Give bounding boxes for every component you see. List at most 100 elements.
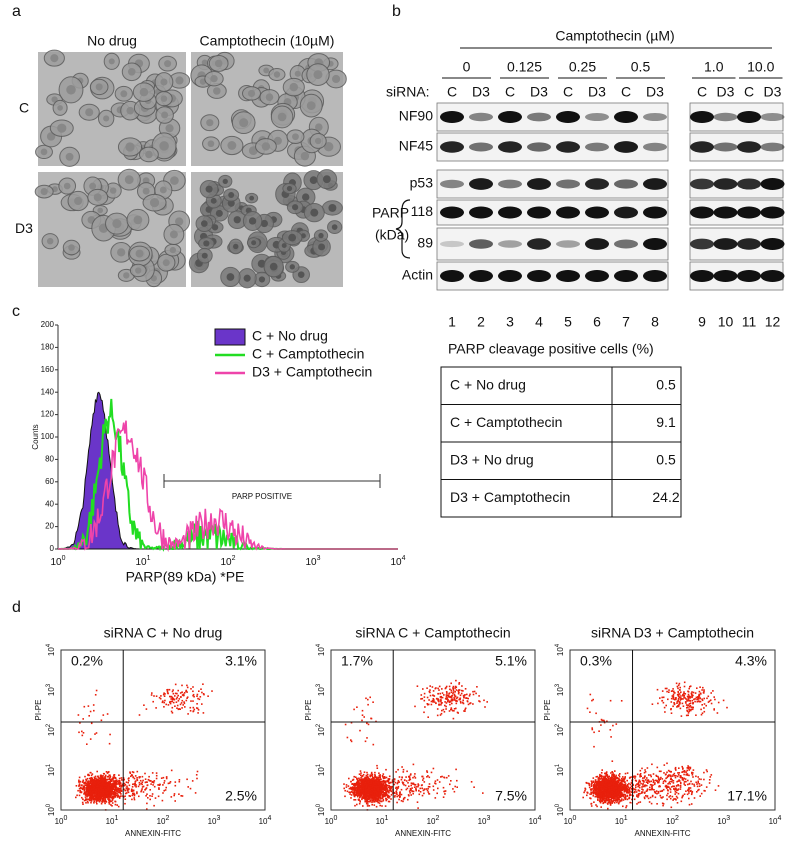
nucleus [328,203,337,212]
event-dot [83,705,86,708]
y-axis-title: Counts [31,424,40,449]
event-dot [131,798,133,801]
event-dot [89,785,91,787]
event-dot [116,796,119,798]
event-dot [350,780,352,783]
event-dot [397,779,400,782]
event-dot [613,802,616,804]
event-dot [104,802,106,805]
event-dot [363,771,366,773]
event-dot [604,778,606,781]
event-dot [374,775,376,778]
event-dot [106,785,108,788]
blot-band [527,238,551,250]
event-dot [374,773,376,776]
event-dot [449,695,452,698]
event-dot [169,702,172,705]
event-dot [403,797,405,800]
blot-band [556,240,580,248]
event-dot [78,787,81,790]
tick-base: 10 [317,647,326,656]
event-dot [139,776,141,778]
event-dot [180,795,182,797]
event-dot [415,786,418,788]
event-dot [108,801,110,804]
event-dot [369,774,371,776]
y-tick-label: 103 [316,683,327,696]
event-dot [362,796,365,799]
event-dot [92,787,94,790]
event-dot [117,805,120,808]
event-dot [149,795,151,797]
event-dot [445,698,448,700]
blot-band [440,206,464,219]
event-dot [382,799,385,802]
event-dot [173,794,175,797]
sirna-lane-label: D3 [764,84,782,100]
event-dot [99,792,101,794]
blot-band [760,112,785,122]
event-dot [402,782,404,785]
event-dot [89,791,92,793]
event-dot [110,797,113,799]
event-dot [102,796,105,798]
event-dot [376,764,378,767]
event-dot [408,790,411,792]
event-dot [353,795,356,798]
event-dot [191,780,194,782]
event-dot [381,791,383,793]
event-dot [431,686,434,688]
event-dot [462,702,465,705]
tick-base: 10 [259,817,268,826]
blot-band [440,240,464,248]
event-dot [351,779,354,781]
nucleus [261,142,271,151]
event-dot [132,793,135,795]
event-dot [94,788,96,790]
event-dot [355,787,358,789]
event-dot [357,782,359,784]
event-dot [625,805,628,807]
event-dot [452,691,455,693]
micrograph [34,168,191,288]
event-dot [362,805,364,807]
event-dot [100,776,103,779]
event-dot [119,795,121,798]
event-dot [110,800,113,802]
event-dot [388,800,391,803]
event-dot [113,776,115,778]
event-dot [152,784,154,786]
event-dot [622,805,624,808]
event-dot [358,782,360,784]
event-dot [131,786,134,788]
nucleus [120,90,128,98]
event-dot [189,706,192,709]
event-dot [140,789,143,792]
event-dot [181,691,183,693]
event-dot [350,740,353,743]
event-dot [362,791,364,793]
nucleus [57,123,67,133]
event-dot [353,799,355,801]
event-dot [120,793,122,795]
event-dot [353,788,355,790]
blot-band [690,238,714,250]
event-dot [102,800,105,802]
event-dot [81,734,84,737]
event-dot [116,791,118,793]
event-dot [83,785,86,788]
event-dot [371,791,373,793]
event-dot [86,777,89,780]
event-dot [418,793,421,796]
event-dot [379,774,381,776]
event-dot [113,788,116,791]
event-dot [103,786,106,789]
event-dot [88,783,90,785]
event-dot [102,775,104,777]
event-dot [102,781,105,783]
event-dot [411,783,414,785]
y-tick-label: 100 [46,803,57,816]
nucleus [211,224,219,231]
event-dot [196,695,198,697]
event-dot [113,774,116,776]
